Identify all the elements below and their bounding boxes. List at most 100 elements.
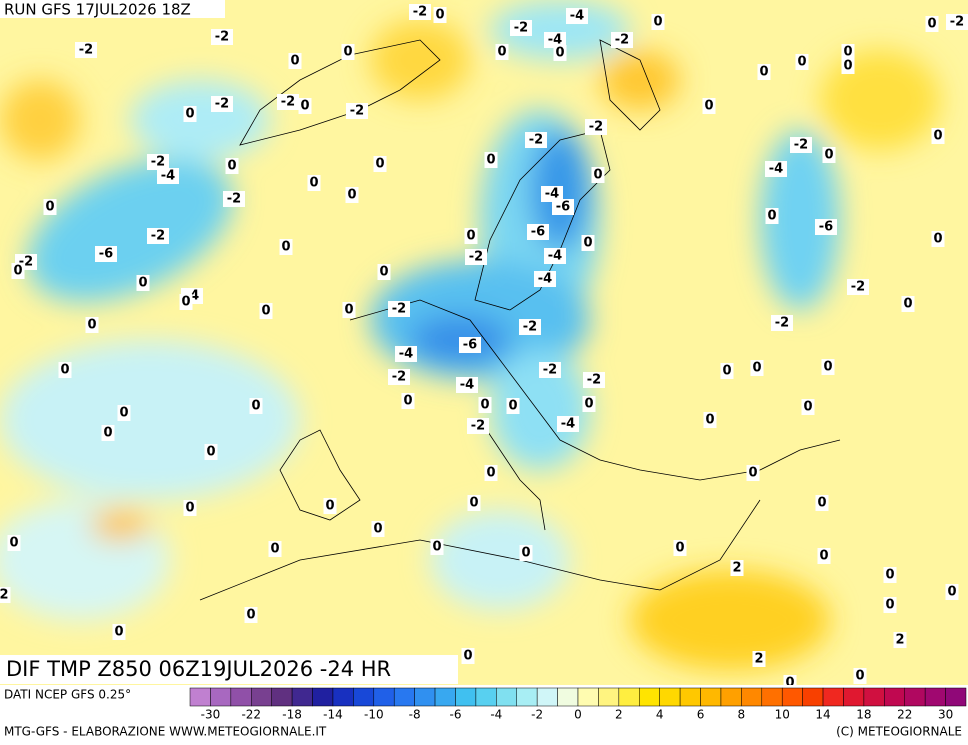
label-box	[183, 500, 197, 516]
label-box	[553, 45, 567, 61]
label-box	[478, 397, 492, 413]
contour-label: -4	[548, 33, 562, 48]
contour-label: 0	[114, 625, 123, 640]
label-box	[703, 412, 717, 428]
label-box	[720, 363, 734, 379]
colorbar-label: -4	[490, 708, 502, 722]
color-swatch	[700, 687, 722, 707]
label-box	[795, 54, 809, 70]
label-box	[459, 337, 481, 353]
color-swatch	[639, 687, 660, 707]
color-swatch	[291, 687, 313, 707]
contour-label: -2	[529, 133, 543, 148]
contour-label: -2	[469, 250, 483, 265]
label-box	[541, 186, 563, 202]
contour-label: 0	[583, 236, 592, 251]
label-box	[147, 228, 169, 244]
contour-label: 0	[933, 129, 942, 144]
label-box	[853, 668, 867, 684]
label-box	[651, 14, 665, 30]
label-box	[931, 231, 945, 247]
contour-label: 0	[119, 406, 128, 421]
label-box	[268, 541, 282, 557]
contour-label: 0	[347, 188, 356, 203]
contour-label: 0	[817, 496, 826, 511]
contour-label: 0	[947, 585, 956, 600]
contour-label: 0	[722, 364, 731, 379]
label-box	[298, 98, 312, 114]
contour-label: 0	[379, 265, 388, 280]
color-swatch	[679, 687, 701, 707]
label-box	[117, 405, 131, 421]
label-box	[388, 301, 410, 317]
colorbar-label: 2	[615, 708, 623, 722]
map-title: DIF TMP Z850 06Z19JUL2026 -24 HR	[6, 657, 391, 681]
label-box	[461, 648, 475, 664]
color-swatch	[373, 687, 395, 707]
label-box	[323, 498, 337, 514]
label-box	[893, 632, 907, 648]
label-box	[401, 393, 415, 409]
color-swatch	[189, 687, 211, 707]
contour-label: 0	[855, 669, 864, 684]
contour-label: 0	[463, 649, 472, 664]
contour-label: -2	[79, 43, 93, 58]
label-box	[534, 271, 556, 287]
colorbar-label: 30	[938, 708, 953, 722]
contour-label: 0	[181, 295, 190, 310]
label-box	[702, 98, 716, 114]
colorbar-label: 14	[815, 708, 830, 722]
contour-label: -2	[392, 370, 406, 385]
contour-label: -4	[538, 272, 552, 287]
label-box	[377, 264, 391, 280]
contour-label: 0	[885, 598, 894, 613]
contour-label: -2	[523, 320, 537, 335]
label-box	[75, 42, 97, 58]
label-box	[527, 224, 549, 240]
contour-label: 0	[824, 148, 833, 163]
contour-label: -2	[151, 229, 165, 244]
contour-label: 0	[752, 361, 761, 376]
contour-label: -6	[531, 225, 545, 240]
label-box	[179, 294, 193, 310]
color-swatch	[414, 687, 436, 707]
label-box	[946, 14, 968, 30]
contour-label: 2	[0, 588, 9, 603]
label-box	[433, 7, 447, 23]
color-swatch	[577, 687, 599, 707]
label-box	[225, 158, 239, 174]
label-box	[58, 362, 72, 378]
colorbar-label: -8	[409, 708, 421, 722]
contour-label: -2	[215, 97, 229, 112]
contour-label: -2	[392, 302, 406, 317]
label-box	[341, 44, 355, 60]
contour-label: 0	[675, 541, 684, 556]
contour-label: 0	[759, 65, 768, 80]
contour-label: -4	[561, 417, 575, 432]
contour-label: -4	[548, 249, 562, 264]
colorbar-label: 22	[897, 708, 912, 722]
contour-label: 0	[13, 264, 22, 279]
colorbar-label: -10	[364, 708, 384, 722]
label-box	[183, 106, 197, 122]
label-box	[815, 495, 829, 511]
label-box	[847, 279, 869, 295]
label-box	[456, 377, 478, 393]
label-box	[544, 248, 566, 264]
label-box	[259, 303, 273, 319]
map-field	[0, 0, 968, 685]
label-box	[409, 4, 431, 20]
label-box	[506, 398, 520, 414]
contour-label: 0	[227, 159, 236, 174]
label-box	[525, 132, 547, 148]
contour-label: -2	[471, 419, 485, 434]
contour-label: -4	[545, 187, 559, 202]
color-swatch	[822, 687, 844, 707]
colorbar-label: 8	[738, 708, 746, 722]
copyright: (C) METEOGIORNALE	[836, 725, 962, 739]
label-box	[346, 103, 368, 119]
anomaly-shading	[0, 0, 940, 670]
color-swatch	[741, 687, 763, 707]
contour-label: 0	[480, 398, 489, 413]
